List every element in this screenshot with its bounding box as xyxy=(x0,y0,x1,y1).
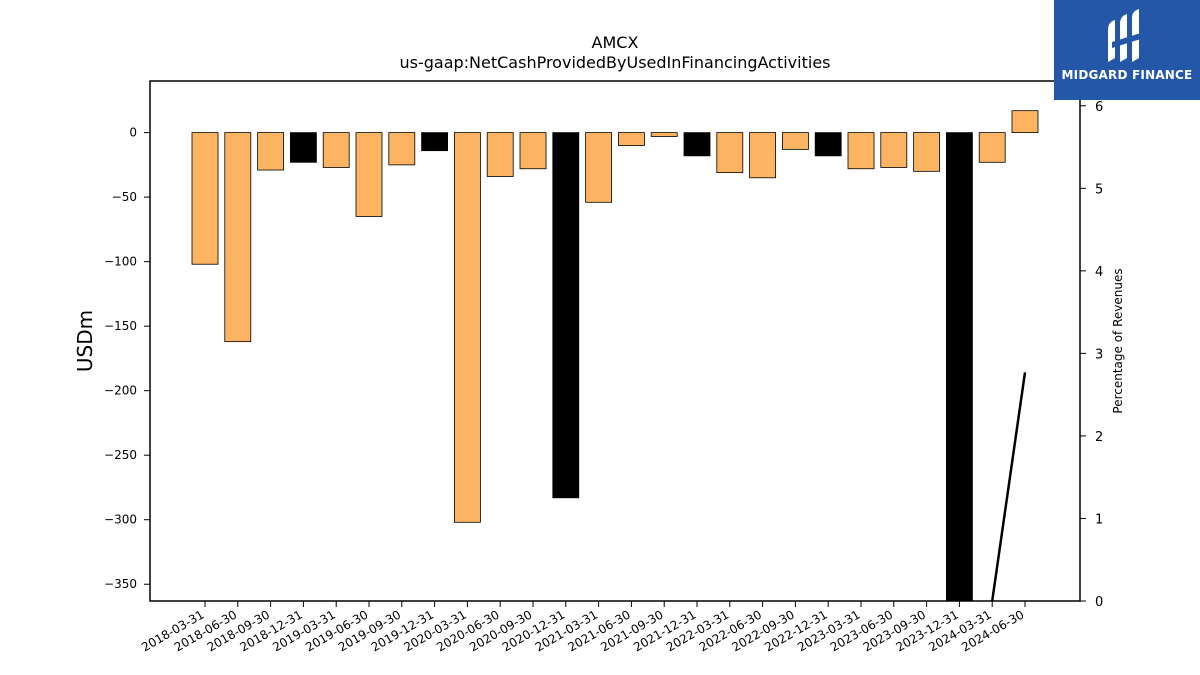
bar-2022-09-30 xyxy=(782,132,809,150)
bars xyxy=(191,110,1039,602)
bar-2019-03-31 xyxy=(322,132,350,168)
bar-2021-03-31 xyxy=(585,132,612,203)
bar-2019-12-31 xyxy=(421,132,449,152)
bar-2024-06-30 xyxy=(1011,110,1039,134)
y2-tick-label: 4 xyxy=(1095,265,1103,280)
y2-tick-label: 3 xyxy=(1095,347,1103,362)
bar-2022-03-31 xyxy=(716,132,744,174)
bar-2021-06-30 xyxy=(618,132,645,146)
midgard-logo-icon xyxy=(1108,9,1144,62)
bar-2021-09-30 xyxy=(650,132,678,137)
bar-2020-09-30 xyxy=(519,132,547,170)
bar-2018-12-31 xyxy=(289,132,317,163)
chart-title: AMCX xyxy=(592,33,639,52)
midgard-finance-logo: MIDGARD FINANCE xyxy=(1054,0,1200,100)
y2-tick-label: 6 xyxy=(1095,100,1103,115)
bar-2024-03-31 xyxy=(978,132,1006,163)
y-tick-label: −50 xyxy=(112,190,137,204)
line-layer xyxy=(990,372,1027,602)
chart-subtitle: us-gaap:NetCashProvidedByUsedInFinancing… xyxy=(399,53,830,72)
y2-axis-label: Percentage of Revenues xyxy=(1111,268,1125,413)
x-axis: 2018-03-312018-06-302018-09-302018-12-31… xyxy=(139,601,1027,654)
bar-2018-06-30 xyxy=(224,132,252,343)
y-tick-label: 0 xyxy=(129,126,137,140)
y-tick-label: −150 xyxy=(104,319,137,333)
y-tick-label: −100 xyxy=(104,255,137,269)
y-tick-label: −200 xyxy=(104,384,137,398)
y2-tick-label: 0 xyxy=(1095,595,1103,610)
y-axis: 0 −50 −100 −150 −200 −250 −300 −350 xyxy=(104,126,150,591)
bar-2020-06-30 xyxy=(486,132,514,177)
logo-text: MIDGARD FINANCE xyxy=(1061,68,1193,82)
bar-2023-06-30 xyxy=(880,132,908,168)
bar-2018-09-30 xyxy=(257,132,285,171)
bar-2022-12-31 xyxy=(814,132,842,157)
y-tick-label: −350 xyxy=(104,577,137,591)
y2-tick-label: 1 xyxy=(1095,512,1103,527)
bar-2019-06-30 xyxy=(355,132,383,217)
plot-frame xyxy=(149,80,1081,602)
percentage-line xyxy=(990,372,1027,602)
y-tick-label: −300 xyxy=(104,513,137,527)
bar-2020-12-31 xyxy=(552,132,580,499)
bar-2020-03-31 xyxy=(453,132,481,523)
bar-2023-03-31 xyxy=(847,132,875,170)
y-tick-label: −250 xyxy=(104,448,137,462)
bar-2018-03-31 xyxy=(191,132,219,265)
bar-2023-12-31 xyxy=(946,132,973,602)
bar-2019-09-30 xyxy=(388,132,416,166)
bar-2023-09-30 xyxy=(913,132,940,172)
y2-axis: 0 1 2 3 4 5 6 xyxy=(1080,100,1103,610)
bar-2021-12-31 xyxy=(683,132,711,157)
bar-2022-06-30 xyxy=(749,132,776,179)
y-axis-label: USDm xyxy=(73,310,97,372)
y2-tick-label: 2 xyxy=(1095,430,1103,445)
y2-tick-label: 5 xyxy=(1095,182,1103,197)
